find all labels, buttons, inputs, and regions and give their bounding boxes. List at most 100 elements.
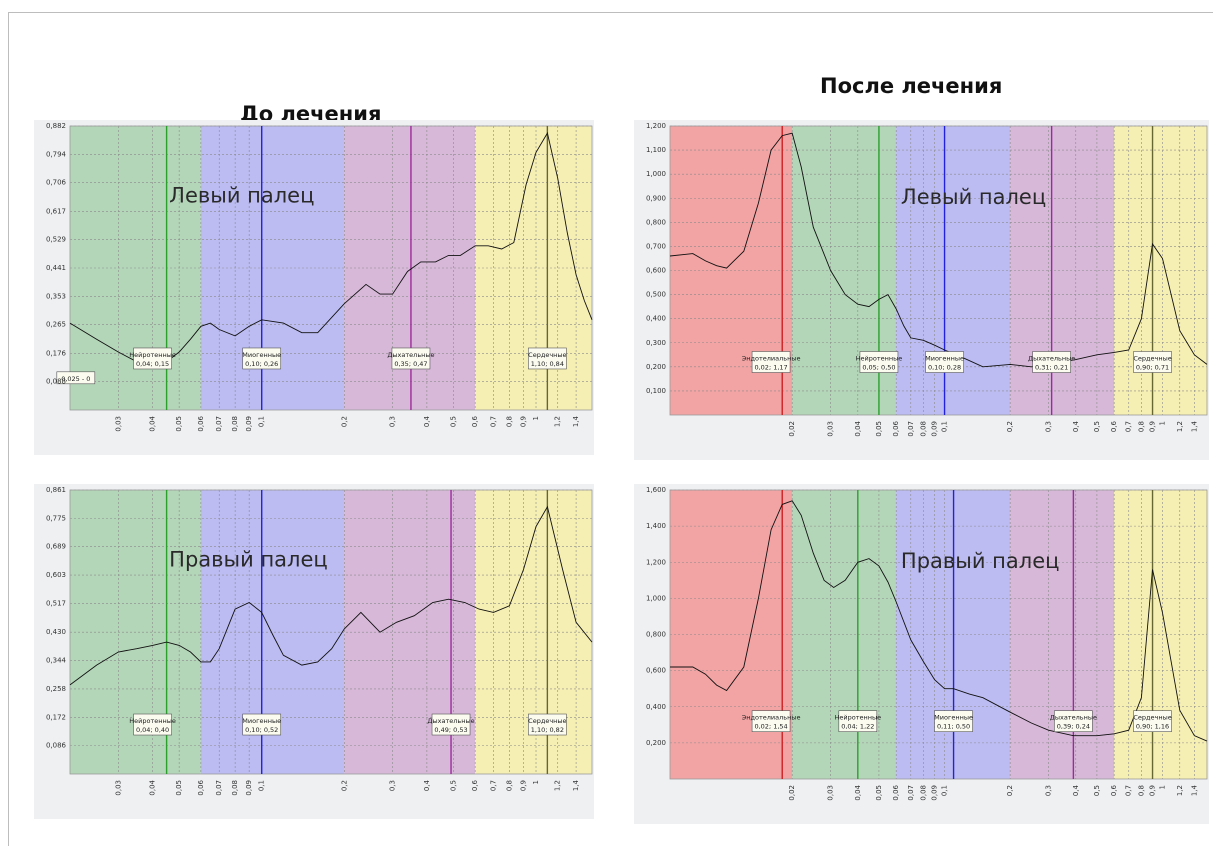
chart-after-right: Правый палец Эндотелиальные 0,02; 1,54 Нейр… <box>634 484 1209 824</box>
x-tick-label: 0,9 <box>1149 785 1157 796</box>
x-tick-label: 0,07 <box>215 416 223 432</box>
y-tick-label: 0,176 <box>46 349 67 357</box>
plot-frame <box>669 125 1208 416</box>
annotation-text: Сердечные <box>528 351 566 359</box>
annotation-frame <box>1133 710 1172 732</box>
y-tick-label: 0,900 <box>646 194 666 202</box>
y-tick-label: 0,500 <box>646 291 666 299</box>
x-tick-label: 0,07 <box>907 421 915 437</box>
annotation-text: 0,025 - 0 <box>61 375 90 383</box>
annotation-text: Дыхательные <box>387 351 434 359</box>
x-tick-label: 0,2 <box>1006 421 1014 432</box>
annotation-frame <box>934 710 973 732</box>
x-tick-label: 1,4 <box>572 415 580 427</box>
y-tick-label: 0,100 <box>646 387 666 395</box>
y-tick-label: 0,353 <box>46 292 66 300</box>
y-tick-label: 0,600 <box>646 267 666 275</box>
x-tick-label: 0,09 <box>931 421 939 437</box>
x-tick-label: 0,2 <box>1006 785 1014 796</box>
chart-before-right: Правый палец Нейротенные 0,04; 0,40 Миогенн… <box>34 484 594 819</box>
x-tick-label: 0,6 <box>1110 420 1118 432</box>
annotation-text: Дыхательные <box>1028 355 1075 363</box>
y-tick-label: 1,000 <box>646 170 666 178</box>
x-tick-label: 1,4 <box>1190 420 1198 432</box>
x-tick-label: 1,2 <box>1176 785 1184 796</box>
x-tick-label: 1,2 <box>1176 421 1184 432</box>
band-yellow <box>1114 490 1207 779</box>
annotation-text: 0,35; 0,47 <box>394 360 427 368</box>
y-tick-label: 0,430 <box>46 628 66 636</box>
y-tick-label: 0,200 <box>646 363 666 371</box>
x-tick-label: 0,8 <box>1137 421 1145 432</box>
x-tick-label: 0,05 <box>875 421 883 437</box>
annotation-frame <box>838 710 878 732</box>
x-tick-label: 0,06 <box>197 415 205 431</box>
x-tick-label: 0,02 <box>788 421 796 437</box>
x-tick-label: 0,02 <box>788 785 796 801</box>
x-tick-label: 0,04 <box>854 420 862 436</box>
x-tick-label: 1,2 <box>554 416 562 427</box>
annotation-frame <box>528 347 567 370</box>
x-tick-label: 0,5 <box>449 780 457 791</box>
x-tick-label: 0,03 <box>827 785 835 801</box>
x-tick-label: 0,9 <box>519 416 527 427</box>
plot-frame <box>69 125 593 411</box>
x-tick-label: 0,09 <box>245 780 253 796</box>
y-tick-label: 0,400 <box>646 315 666 323</box>
x-tick-label: 0,05 <box>175 780 183 796</box>
y-tick-label: 0,258 <box>46 685 66 693</box>
x-tick-label: 1 <box>1159 421 1167 425</box>
series-line <box>669 132 1208 368</box>
annotation-text: 0,39; 0,24 <box>1057 723 1090 731</box>
y-tick-label: 0,800 <box>646 631 666 639</box>
annotation-text: 0,04; 0,15 <box>136 360 169 368</box>
x-tick-label: 0,4 <box>1072 420 1080 432</box>
y-tick-label: 0,300 <box>646 339 666 347</box>
annotation-frame <box>133 347 172 370</box>
x-tick-label: 0,5 <box>1093 785 1101 796</box>
x-tick-label: 0,4 <box>1072 784 1080 796</box>
annotation-frame <box>431 713 471 736</box>
x-tick-label: 0,7 <box>1125 421 1133 432</box>
x-tick-label: 0,6 <box>471 779 479 791</box>
annotation-box: 0,025 - 0 <box>56 371 96 385</box>
x-tick-label: 0,06 <box>892 784 900 800</box>
y-tick-label: 1,200 <box>646 558 666 566</box>
y-tick-label: 0,400 <box>646 703 666 711</box>
x-tick-label: 0,1 <box>941 421 949 432</box>
annotation-frame <box>1054 710 1093 732</box>
x-tick-label: 0,7 <box>490 416 498 427</box>
annotation-text: 0,90; 0,71 <box>1136 364 1169 372</box>
finger-label: Правый палец <box>169 548 328 572</box>
x-tick-label: 0,4 <box>423 415 431 427</box>
left-divider <box>8 12 9 846</box>
annotation-frame <box>925 351 964 373</box>
x-tick-label: 1 <box>532 780 540 784</box>
annotation-text: 0,11; 0,50 <box>937 723 970 731</box>
x-tick-label: 0,6 <box>1110 784 1118 796</box>
annotation-text: 0,05; 0,50 <box>862 364 895 372</box>
x-tick-label: 0,06 <box>892 420 900 436</box>
x-tick-label: 0,3 <box>389 780 397 791</box>
y-tick-label: 0,706 <box>46 179 67 187</box>
annotation-text: 0,04; 1,22 <box>841 723 874 731</box>
y-tick-label: 0,861 <box>46 486 66 494</box>
x-tick-label: 0,05 <box>875 785 883 801</box>
x-tick-label: 0,5 <box>1093 421 1101 432</box>
annotation-frame <box>859 351 899 373</box>
y-tick-label: 0,617 <box>46 207 66 215</box>
x-tick-label: 0,2 <box>340 416 348 427</box>
x-tick-label: 0,4 <box>423 779 431 791</box>
y-tick-label: 0,529 <box>46 236 66 244</box>
